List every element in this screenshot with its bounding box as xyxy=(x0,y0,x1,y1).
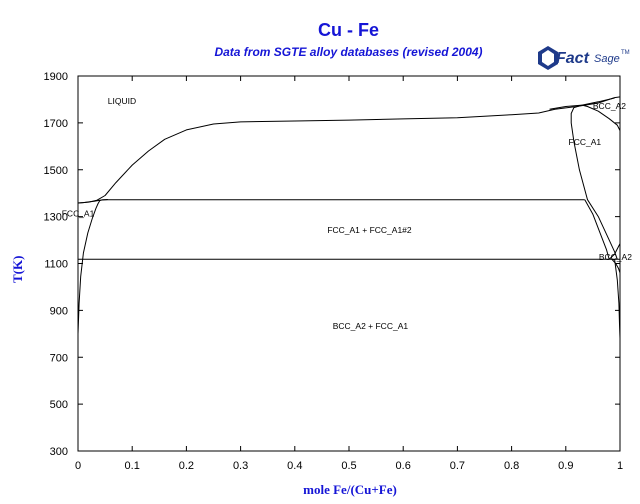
y-tick-label: 700 xyxy=(50,352,68,364)
y-tick-label: 1700 xyxy=(44,118,68,130)
x-axis-label: mole Fe/(Cu+Fe) xyxy=(303,482,397,497)
chart-title: Cu - Fe xyxy=(318,20,379,40)
phase-boundary-line xyxy=(77,199,103,334)
y-tick-label: 1500 xyxy=(44,165,68,177)
factsage-logo-icon: Fact Sage TM xyxy=(538,46,630,70)
x-tick-label: 0.2 xyxy=(179,460,194,472)
x-axis-ticks: 0 0.1 0.2 0.3 0.4 0.5 0.6 0.7 0.8 0.9 1 xyxy=(75,76,623,472)
axes xyxy=(77,75,621,452)
y-axis-ticks: 300 500 700 900 1100 1300 1500 1700 1900 xyxy=(44,71,620,458)
phase-region-label: BCC_A2 + FCC_A1 xyxy=(333,321,409,331)
y-tick-label: 1300 xyxy=(44,212,68,224)
y-tick-label: 300 xyxy=(50,446,68,458)
phase-boundary-line xyxy=(570,104,618,260)
x-tick-label: 0.4 xyxy=(287,460,302,472)
phase-boundary-line xyxy=(581,104,621,131)
phase-boundary-line xyxy=(77,96,621,204)
x-tick-label: 0.1 xyxy=(125,460,140,472)
x-tick-label: 1 xyxy=(617,460,623,472)
y-tick-label: 1100 xyxy=(44,259,68,271)
x-tick-label: 0.7 xyxy=(450,460,465,472)
x-tick-label: 0 xyxy=(75,460,81,472)
factsage-logo: Fact Sage TM xyxy=(536,40,636,74)
y-tick-label: 900 xyxy=(50,305,68,317)
y-tick-label: 1900 xyxy=(44,71,68,83)
phase-boundaries xyxy=(77,96,621,339)
svg-text:TM: TM xyxy=(621,50,630,56)
svg-text:Sage: Sage xyxy=(594,53,620,65)
phase-region-labels: LIQUID FCC_A1 BCC_A2 FCC_A1 FCC_A1 + FCC_A1#… xyxy=(62,96,632,331)
phase-region-label: FCC_A1 + FCC_A1#2 xyxy=(327,225,412,235)
phase-boundary-line xyxy=(611,258,621,274)
svg-text:Fact: Fact xyxy=(556,50,590,67)
phase-region-label: BCC_A2 xyxy=(593,101,626,111)
x-tick-label: 0.5 xyxy=(341,460,356,472)
y-tick-label: 500 xyxy=(50,399,68,411)
phase-region-label: FCC_A1 xyxy=(569,137,602,147)
phase-region-label: FCC_A1 xyxy=(62,209,95,219)
x-tick-label: 0.9 xyxy=(558,460,573,472)
plot-frame xyxy=(77,75,621,452)
y-axis-label: T(K) xyxy=(10,255,25,283)
x-tick-label: 0.6 xyxy=(396,460,411,472)
phase-region-label: BCC_A2 xyxy=(599,252,632,262)
phase-region-label: LIQUID xyxy=(108,96,136,106)
x-tick-label: 0.8 xyxy=(504,460,519,472)
phase-boundary-line xyxy=(584,199,610,260)
phase-boundary-line xyxy=(608,243,621,260)
chart-subtitle: Data from SGTE alloy databases (revised … xyxy=(214,45,483,59)
x-tick-label: 0.3 xyxy=(233,460,248,472)
phase-boundary-line xyxy=(614,259,621,339)
